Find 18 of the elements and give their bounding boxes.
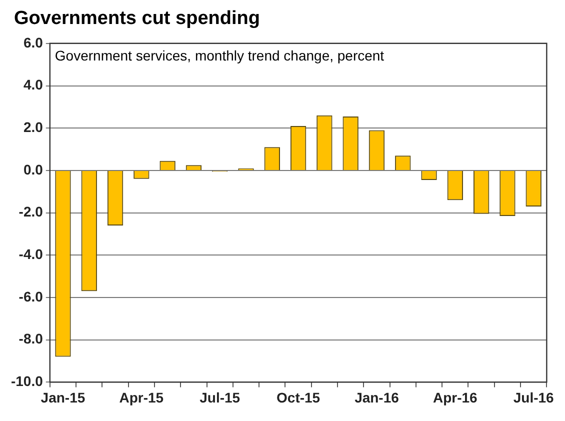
x-tick-label: Jan-16 bbox=[354, 389, 400, 406]
y-tick-label: -4.0 bbox=[18, 246, 44, 262]
y-tick-label: -6.0 bbox=[18, 288, 44, 304]
x-tick-label: Apr-15 bbox=[119, 389, 164, 406]
y-tick-label: 0.0 bbox=[23, 161, 44, 178]
y-tick-label: 4.0 bbox=[23, 76, 44, 93]
chart-subtitle: Government services, monthly trend change, percent bbox=[54, 47, 384, 64]
x-tick-label: Oct-15 bbox=[276, 389, 320, 406]
chart-title: Governments cut spending bbox=[14, 8, 261, 30]
y-tick-label: -10.0 bbox=[10, 373, 44, 390]
x-tick-label: Jul-15 bbox=[200, 389, 240, 406]
x-tick-label: Apr-16 bbox=[432, 389, 478, 406]
y-tick-label: -2.0 bbox=[18, 204, 44, 220]
y-tick-label: -8.0 bbox=[18, 330, 44, 347]
x-tick-label: Jul-16 bbox=[513, 389, 554, 406]
x-tick-label: Jan-15 bbox=[40, 389, 86, 406]
y-tick-label: 2.0 bbox=[23, 118, 44, 135]
y-tick-label: 6.0 bbox=[23, 34, 44, 50]
